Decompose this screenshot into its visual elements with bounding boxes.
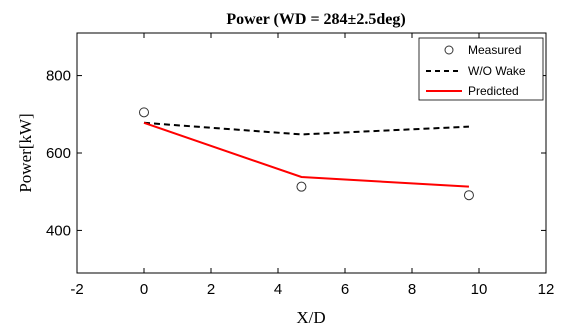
legend-box <box>418 37 544 101</box>
x-tick-label: 8 <box>408 281 416 298</box>
series-line-predicted <box>143 121 470 188</box>
x-tick-label: 12 <box>538 281 555 298</box>
x-tick-label: 4 <box>274 281 282 298</box>
point-measured <box>463 190 474 201</box>
series-layer <box>139 107 474 201</box>
x-tick-label: 0 <box>140 281 148 298</box>
x-tick-label: 10 <box>471 281 488 298</box>
x-tick-label: 6 <box>341 281 349 298</box>
x-axis: -2 0 2 4 6 8 10 12 <box>70 33 554 298</box>
chart-title: Power (WD = 284±2.5deg) <box>226 11 405 28</box>
point-measured <box>139 107 149 118</box>
legend-label-predicted: Predicted <box>468 84 519 98</box>
y-tick-label: 800 <box>46 68 71 85</box>
legend-label-wo-wake: W/O Wake <box>468 64 526 78</box>
legend-marker-measured <box>444 45 454 55</box>
x-axis-label: X/D <box>296 308 325 327</box>
series-line-w-o-wake <box>143 121 469 136</box>
legend-label-measured: Measured <box>468 43 521 57</box>
y-axis: 400 600 800 <box>46 68 546 239</box>
legend: Measured W/O Wake Predicted <box>418 37 544 101</box>
x-tick-label: -2 <box>70 281 83 298</box>
x-tick-label: 2 <box>207 281 215 298</box>
y-tick-label: 400 <box>46 222 71 239</box>
y-tick-label: 600 <box>46 145 71 162</box>
y-axis-label: Power[kW] <box>16 113 35 192</box>
point-measured <box>296 181 307 192</box>
